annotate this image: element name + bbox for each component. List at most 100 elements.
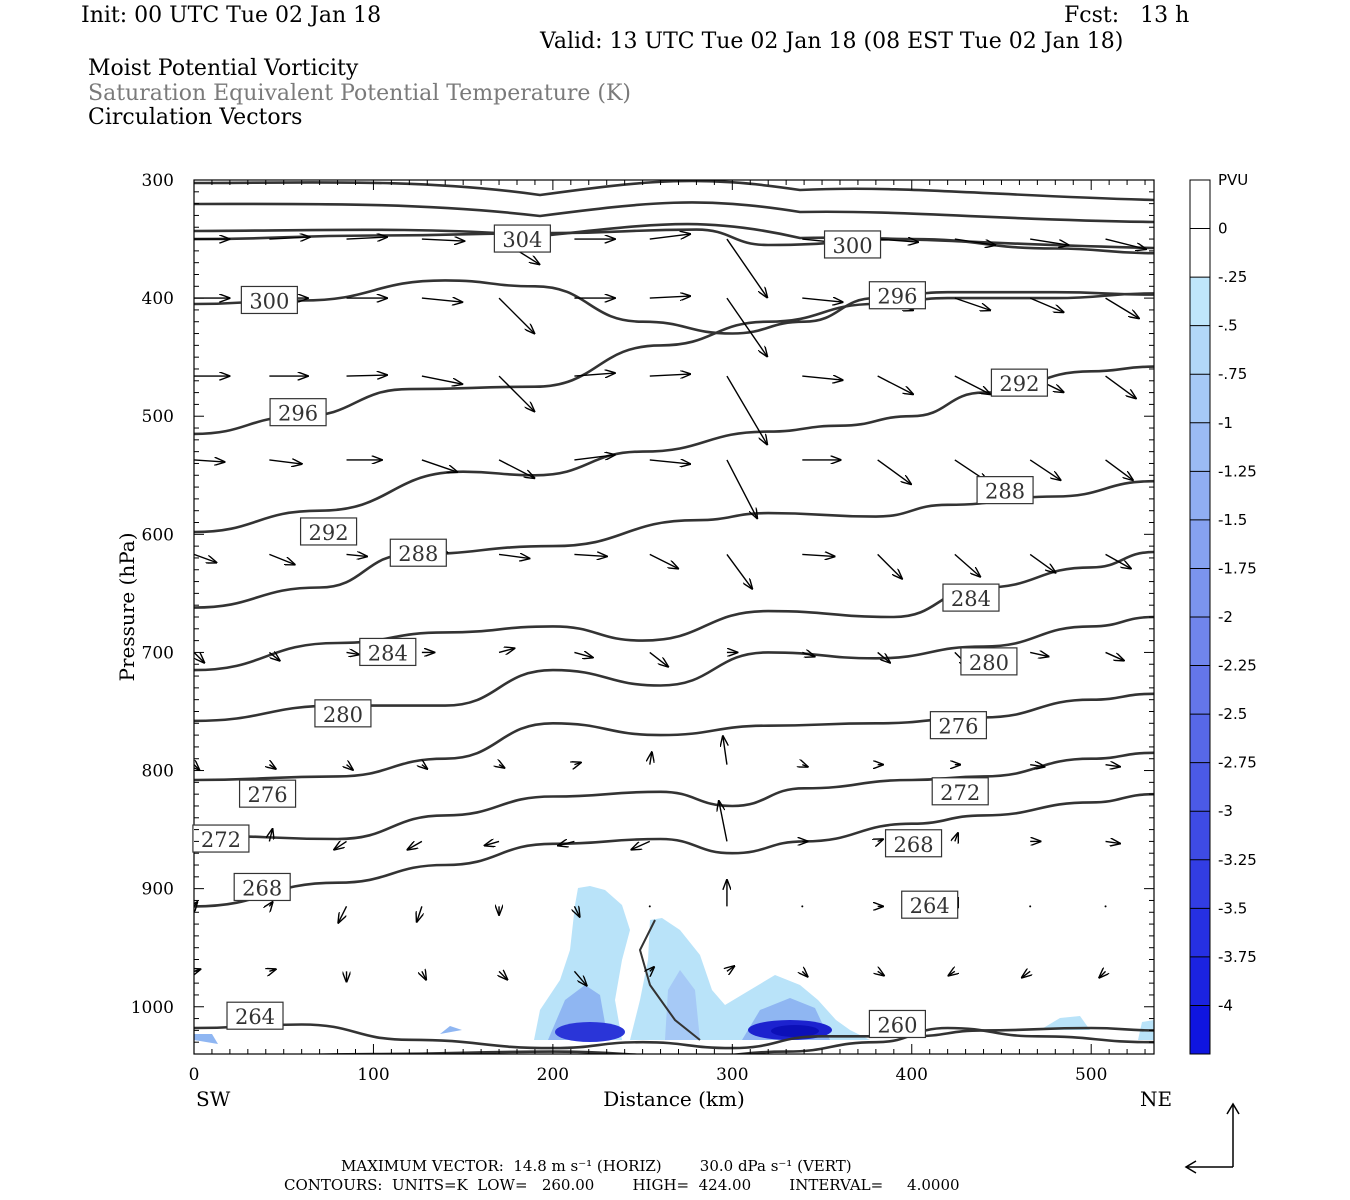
- colorbar-cell: [1190, 762, 1210, 812]
- contour-upper-2: [194, 201, 1154, 224]
- vector-arrow: [335, 841, 347, 849]
- x-left-label: SW: [196, 1087, 231, 1111]
- vector-arrow: [346, 554, 367, 556]
- vector-arrow: [1105, 841, 1120, 843]
- y-tick-label: 800: [142, 762, 174, 782]
- x-tick-label: 300: [716, 1065, 748, 1085]
- contour-label-284: 284: [942, 583, 1000, 612]
- vector-arrow: [719, 801, 728, 842]
- contour-label-text: 268: [242, 876, 282, 900]
- colorbar-cell: [1190, 956, 1210, 1006]
- contour-label-text: 288: [398, 542, 438, 566]
- colorbar-label: -3.5: [1218, 899, 1247, 917]
- colorbar-cell: [1190, 277, 1210, 327]
- colorbar-label: -.25: [1218, 268, 1247, 286]
- vector-arrow: [726, 238, 767, 297]
- vector-dot: [801, 905, 804, 908]
- colorbar-cell: [1190, 519, 1210, 569]
- colorbar-cell: [1190, 180, 1210, 230]
- contour-label-text: 284: [951, 587, 991, 611]
- contour-label-288: 288: [389, 538, 447, 567]
- contour-label-text: 284: [368, 641, 408, 665]
- pv-shade-surface-mid: [1040, 1016, 1090, 1030]
- colorbar-label: -4: [1218, 996, 1233, 1014]
- vector-arrow: [802, 298, 842, 302]
- vector-arrow: [723, 737, 727, 765]
- vector-arrow: [421, 298, 462, 302]
- vector-arrow: [649, 374, 690, 376]
- vector-arrow: [346, 237, 387, 239]
- colorbar-cell: [1190, 228, 1210, 278]
- pv-shading: [194, 886, 1154, 1044]
- contour-280: [194, 615, 1154, 723]
- vector-arrow: [498, 648, 514, 652]
- contour-labels: 304 300 300 296 296 292 292 288 288 284 284 280 280 2…: [192, 224, 1049, 1039]
- plot-frame: [193, 179, 1155, 1055]
- colorbar-label: -2.25: [1218, 657, 1257, 675]
- pv-shade-small: [440, 1026, 462, 1034]
- vector-arrow: [269, 829, 272, 842]
- vector-arrow: [194, 460, 224, 462]
- contour-label-text: 268: [894, 833, 934, 857]
- contour-label-292: 292: [990, 368, 1049, 397]
- vector-arrow: [558, 841, 575, 845]
- colorbar-cell: [1190, 374, 1210, 424]
- colorbar-label: -1.5: [1218, 511, 1247, 529]
- contour-label-text: 300: [249, 289, 289, 313]
- vector-arrow: [421, 459, 457, 472]
- vector-arrow: [485, 841, 500, 845]
- colorbar-label: -2.5: [1218, 705, 1247, 723]
- vector-arrow: [1030, 765, 1044, 767]
- vector-arrow: [649, 234, 690, 240]
- contour-label-296: 296: [269, 398, 327, 427]
- field-title-mpv: Moist Potential Vorticity: [88, 56, 359, 81]
- vector-arrow: [574, 373, 614, 376]
- pv-shade-surface-left: [194, 1034, 218, 1044]
- colorbar-unit: PVU: [1218, 171, 1248, 189]
- vector-arrow: [1105, 765, 1120, 767]
- y-tick-label: 1000: [131, 998, 174, 1018]
- vector-arrow: [954, 238, 995, 245]
- circulation-vectors: [194, 234, 1146, 985]
- vector-arrow: [417, 906, 422, 921]
- vector-arrow: [1105, 459, 1133, 480]
- contour-label-text: 292: [309, 521, 349, 545]
- vector-dot: [648, 905, 651, 908]
- contour-label-text: 260: [877, 1013, 917, 1037]
- contour-label-272: 272: [931, 777, 989, 806]
- contour-label-300: 300: [240, 285, 298, 315]
- contour-304: [194, 228, 1154, 255]
- contour-label-text: 272: [940, 781, 980, 805]
- axes: 0 100 200 300 400 500 300 400 500 600 700 800 900 100…: [115, 171, 1172, 1111]
- contours-note: CONTOURS: UNITS=K LOW= 260.00 HIGH= 424.…: [284, 1176, 960, 1194]
- vector-arrow: [650, 753, 652, 765]
- vector-arrow: [1030, 238, 1068, 245]
- contour-label-264: 264: [901, 890, 959, 919]
- colorbar-cell: [1190, 665, 1210, 715]
- vector-arrow: [194, 553, 216, 562]
- vector-arrow: [954, 553, 980, 576]
- vector-arrow: [877, 553, 902, 578]
- vector-arrow: [421, 239, 464, 241]
- pv-core-left: [555, 1022, 625, 1042]
- vector-arrow: [194, 651, 204, 662]
- colorbar-cell: [1190, 325, 1210, 375]
- vector-arrow: [339, 906, 348, 922]
- vector-arrow: [650, 967, 654, 971]
- vector-arrow: [421, 375, 462, 384]
- vector-arrow: [346, 652, 359, 654]
- vector-arrow: [408, 840, 423, 849]
- contour-272: [194, 751, 1154, 841]
- colorbar-label: -3.75: [1218, 948, 1257, 966]
- contour-label-text: 280: [969, 651, 1009, 675]
- vector-arrow: [194, 902, 197, 906]
- vector-arrow: [877, 375, 913, 394]
- vector-arrow: [802, 554, 834, 556]
- contour-label-304: 304: [493, 224, 551, 253]
- x-axis-label: Distance (km): [603, 1087, 745, 1111]
- vector-arrow: [269, 553, 294, 564]
- vector-arrow: [1029, 459, 1060, 480]
- colorbar-label: -.5: [1218, 317, 1238, 335]
- vector-arrow: [269, 237, 309, 239]
- colorbar-label: -2: [1218, 608, 1233, 626]
